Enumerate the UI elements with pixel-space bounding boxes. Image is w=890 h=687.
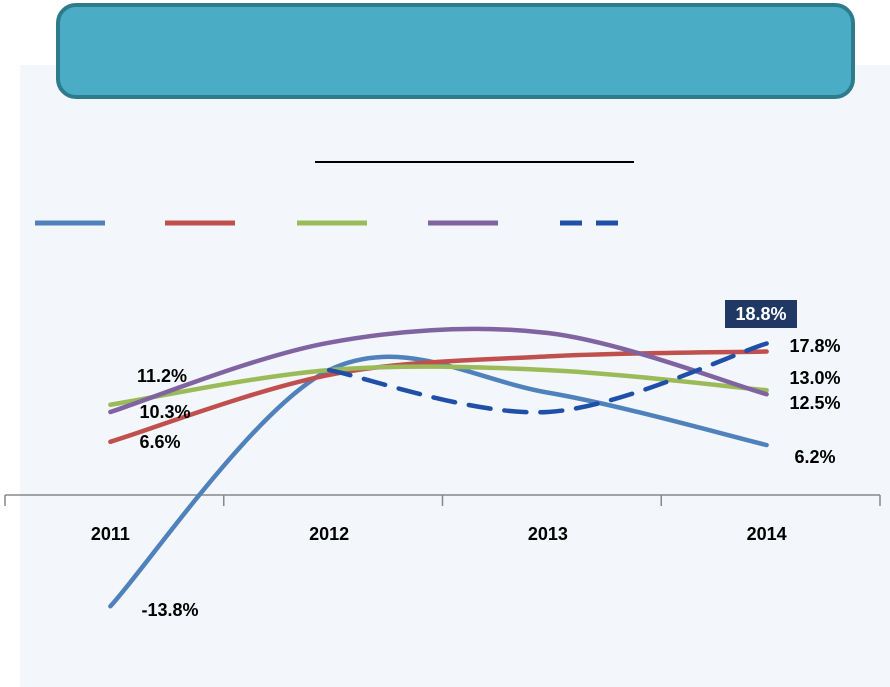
x-tick-label: 2014 bbox=[747, 524, 787, 544]
series-line bbox=[108, 326, 769, 415]
series-line bbox=[108, 364, 769, 407]
x-tick-label: 2012 bbox=[309, 524, 349, 544]
plot-background bbox=[20, 65, 890, 687]
data-label: 17.8% bbox=[789, 336, 840, 356]
data-label: 6.2% bbox=[794, 447, 835, 467]
series-line bbox=[108, 349, 769, 445]
data-label: 11.2% bbox=[137, 366, 187, 386]
data-label: 12.5% bbox=[789, 393, 840, 413]
x-tick-label: 2011 bbox=[91, 524, 130, 544]
x-tick-label: 2013 bbox=[528, 524, 568, 544]
data-label: 13.0% bbox=[789, 368, 840, 388]
series-line bbox=[108, 354, 769, 609]
data-label: 10.3% bbox=[139, 402, 190, 422]
data-label-box bbox=[725, 300, 797, 328]
title-banner bbox=[56, 3, 855, 99]
data-label: 18.8% bbox=[735, 304, 786, 324]
series-line bbox=[326, 341, 769, 415]
data-label: -13.8% bbox=[141, 600, 198, 620]
data-label: 6.6% bbox=[139, 432, 180, 452]
